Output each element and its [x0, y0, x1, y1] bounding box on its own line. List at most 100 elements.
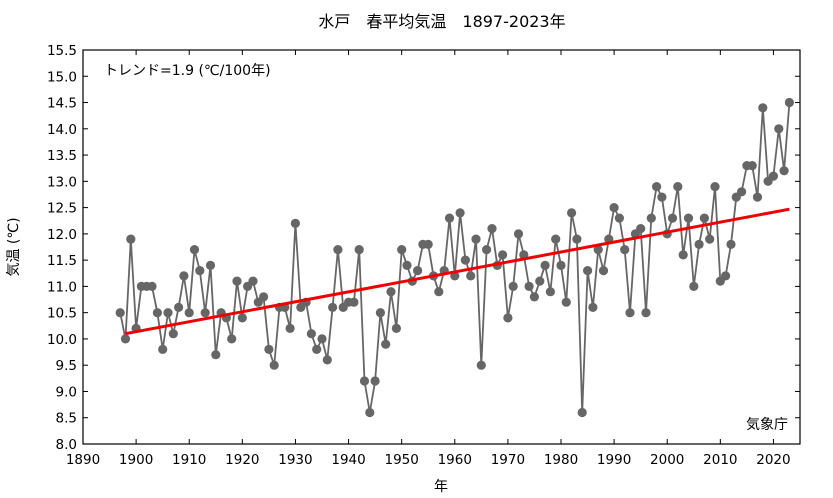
- data-point: [620, 245, 630, 255]
- plot-frame: [82, 49, 801, 445]
- y-tick-label: 12.5: [47, 201, 77, 217]
- data-point: [758, 103, 768, 113]
- data-point: [365, 407, 375, 418]
- data-point: [614, 213, 625, 223]
- data-point: [328, 302, 338, 312]
- data-point: [333, 245, 343, 255]
- data-point: [434, 287, 444, 297]
- data-point: [317, 334, 327, 344]
- data-point: [349, 297, 359, 307]
- x-tick-label: 1890: [66, 452, 100, 468]
- data-point: [322, 355, 332, 365]
- data-point: [699, 213, 710, 223]
- data-point: [503, 313, 513, 323]
- data-point: [487, 224, 497, 234]
- data-point: [237, 313, 247, 323]
- data-point: [683, 213, 694, 223]
- data-point: [423, 239, 433, 249]
- data-point: [689, 281, 699, 291]
- x-tick-label: 2020: [756, 452, 790, 468]
- data-point: [259, 292, 269, 302]
- trend-line: [125, 207, 790, 336]
- data-point: [354, 245, 364, 255]
- x-tick-label: 2010: [703, 452, 737, 468]
- x-tick-label: 1900: [119, 452, 153, 468]
- data-point: [593, 245, 603, 255]
- x-tick-label: 1930: [278, 452, 312, 468]
- chart-title: 水戸 春平均気温 1897-2023年: [318, 12, 565, 31]
- data-point: [381, 339, 391, 349]
- data-point: [189, 245, 200, 255]
- data-point: [556, 260, 566, 270]
- data-point: [636, 224, 646, 234]
- data-point: [678, 250, 688, 260]
- data-point: [248, 276, 258, 286]
- data-point: [120, 334, 131, 344]
- x-tick-label: 1990: [597, 452, 631, 468]
- y-tick-label: 13.5: [47, 148, 77, 164]
- data-point: [264, 344, 274, 354]
- data-point: [168, 329, 178, 339]
- data-point: [673, 182, 683, 192]
- data-point: [508, 281, 518, 291]
- data-point: [397, 245, 407, 255]
- data-point: [179, 271, 189, 281]
- y-tick-label: 13.0: [47, 174, 77, 190]
- data-point: [540, 260, 550, 270]
- data-point: [460, 255, 470, 265]
- data-point: [710, 182, 720, 192]
- data-point: [466, 271, 476, 281]
- data-point: [694, 239, 704, 249]
- data-point: [588, 302, 598, 312]
- x-axis: 1890 1900 1910 1920 1930 1940 1950 1960 1970 1980…: [66, 50, 791, 468]
- data-point: [444, 213, 455, 223]
- data-point: [752, 192, 763, 202]
- data-point: [641, 308, 651, 318]
- y-tick-label: 8.0: [56, 437, 77, 453]
- data-point: [482, 245, 492, 255]
- data-point: [721, 271, 731, 281]
- data-point: [184, 308, 194, 318]
- data-point: [561, 297, 571, 307]
- data-point: [195, 266, 205, 276]
- data-point: [476, 360, 486, 370]
- data-point: [375, 308, 385, 318]
- data-point: [391, 323, 401, 333]
- data-point: [705, 234, 715, 244]
- data-point: [174, 302, 184, 312]
- data-point: [200, 308, 210, 318]
- data-point: [359, 376, 370, 386]
- data-point: [211, 350, 221, 360]
- y-axis: 8.0 8.5 9.0 9.5 10.0 10.5 11.0 11.5 12.0 12.5 13.0…: [47, 43, 800, 453]
- y-tick-label: 9.0: [56, 384, 77, 400]
- x-axis-label: 年: [434, 479, 448, 495]
- data-point: [147, 281, 157, 291]
- y-tick-label: 15.5: [47, 43, 77, 59]
- x-tick-label: 1920: [225, 452, 259, 468]
- data-point: [768, 171, 779, 181]
- data-point: [312, 344, 322, 354]
- trend-layer: [125, 207, 790, 336]
- x-tick-label: 1970: [491, 452, 525, 468]
- y-tick-label: 8.5: [56, 411, 77, 427]
- data-point: [513, 229, 524, 239]
- data-point: [285, 323, 295, 333]
- data-point: [290, 218, 300, 228]
- data-point: [657, 192, 667, 202]
- data-point: [455, 208, 465, 218]
- data-point: [205, 260, 216, 270]
- x-tick-label: 1940: [331, 452, 365, 468]
- data-point: [370, 376, 380, 386]
- data-point: [598, 266, 609, 276]
- data-point: [498, 250, 508, 260]
- data-point: [158, 344, 168, 354]
- x-tick-label: 1910: [172, 452, 206, 468]
- data-point: [625, 308, 635, 318]
- y-tick-label: 11.5: [47, 253, 77, 269]
- y-tick-label: 12.0: [47, 227, 77, 243]
- data-point: [572, 234, 582, 244]
- y-axis-label: 気温 (℃): [6, 217, 22, 276]
- data-point: [737, 187, 747, 197]
- y-tick-label: 15.0: [47, 69, 77, 85]
- data-point: [386, 287, 396, 297]
